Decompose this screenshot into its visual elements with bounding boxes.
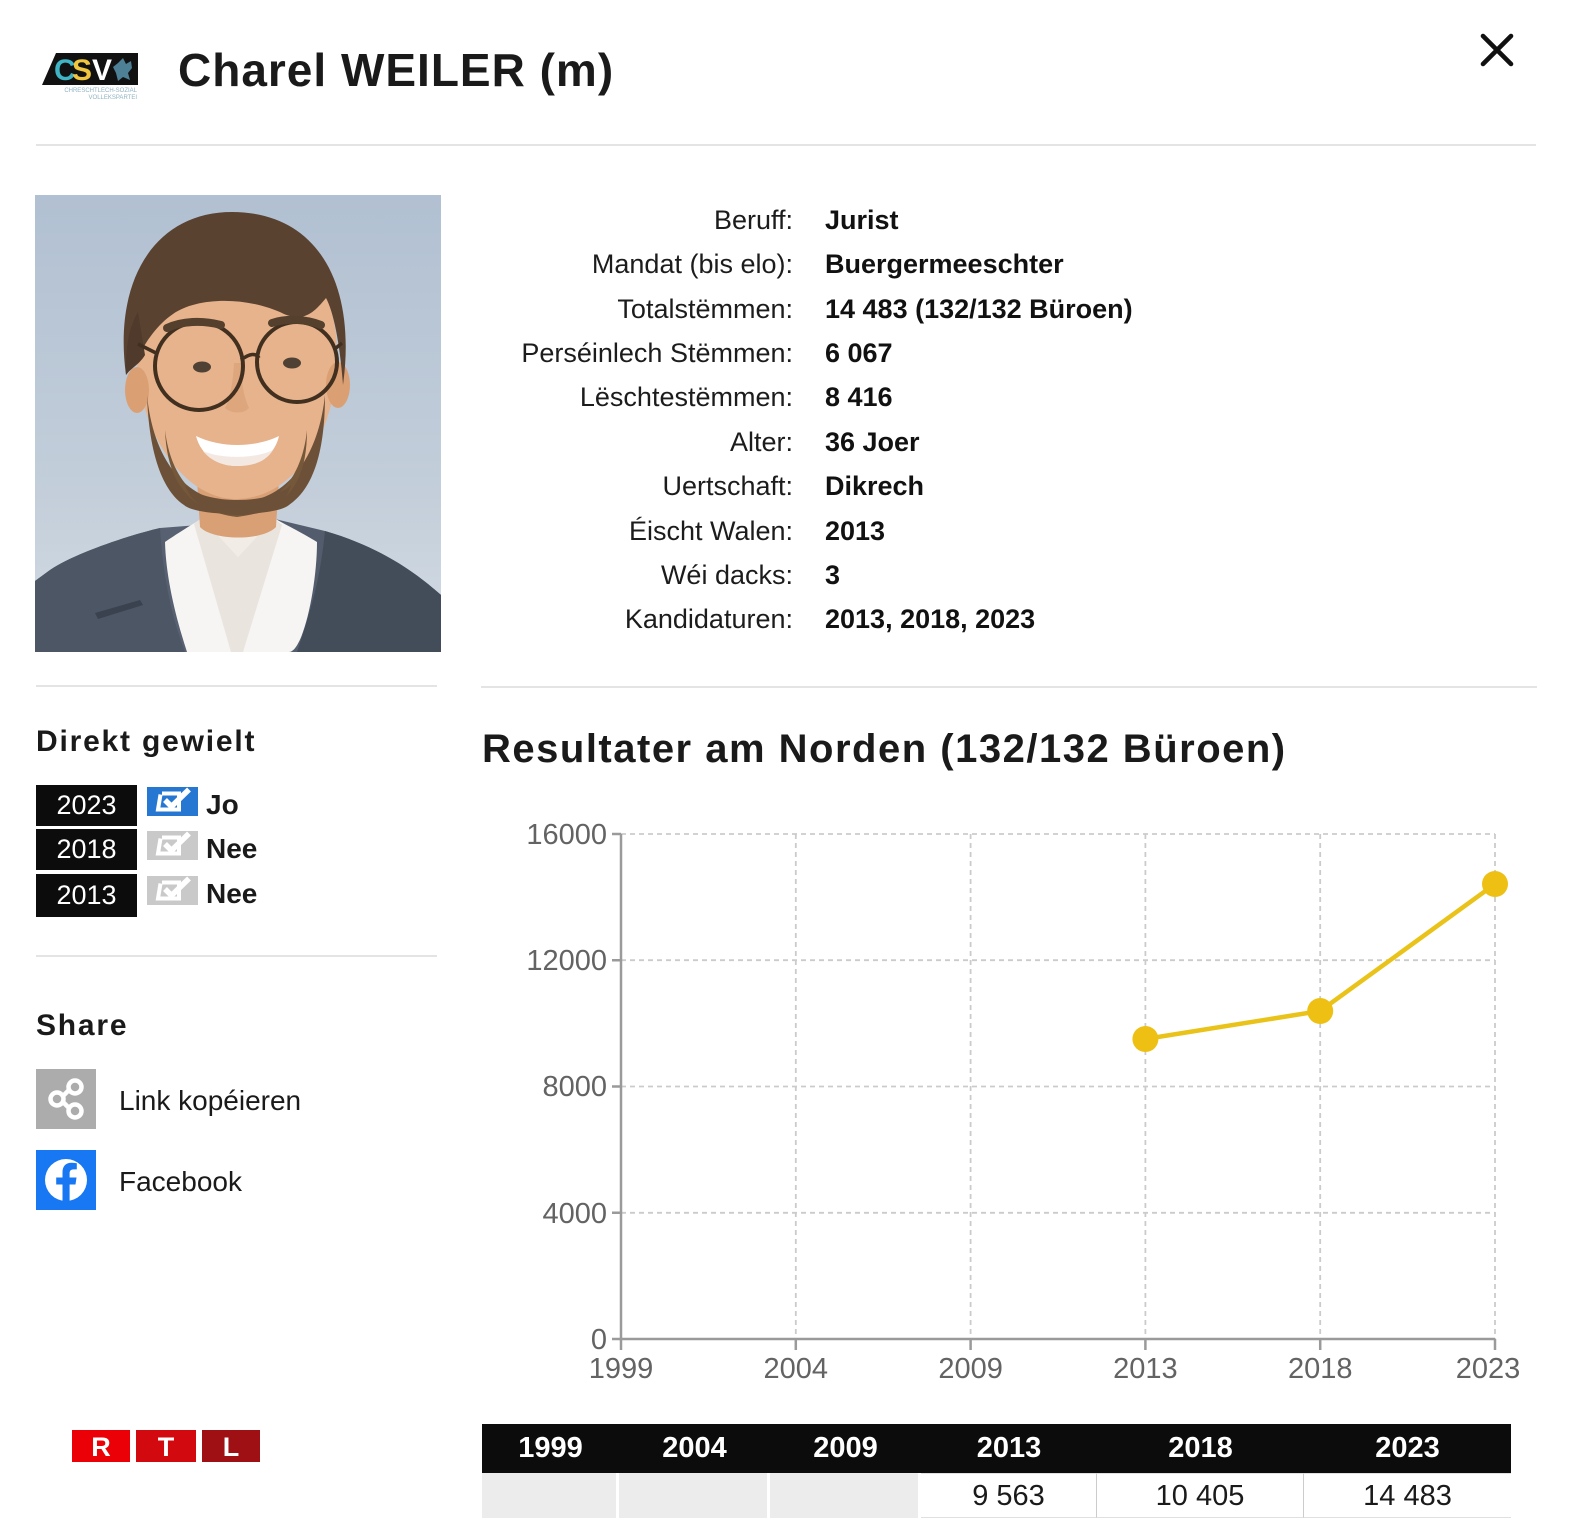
svg-text:T: T <box>158 1432 175 1462</box>
svg-text:1999: 1999 <box>589 1353 654 1385</box>
svg-text:VOLLEKSPARTEI: VOLLEKSPARTEI <box>89 95 138 99</box>
svg-text:2004: 2004 <box>764 1353 829 1385</box>
svg-text:2013: 2013 <box>1113 1353 1178 1385</box>
svg-text:2023: 2023 <box>1456 1353 1521 1385</box>
svg-text:S: S <box>72 54 92 87</box>
svg-text:CHRESCHTLECH-SOZIAL: CHRESCHTLECH-SOZIAL <box>64 88 137 94</box>
svg-text:8000: 8000 <box>542 1071 607 1103</box>
svg-text:C: C <box>54 54 76 87</box>
svg-text:V: V <box>92 54 112 87</box>
svg-text:2009: 2009 <box>938 1353 1003 1385</box>
svg-text:12000: 12000 <box>526 945 607 977</box>
svg-text:4000: 4000 <box>542 1198 607 1230</box>
svg-text:0: 0 <box>591 1324 607 1356</box>
svg-text:16000: 16000 <box>526 819 607 851</box>
svg-text:L: L <box>223 1432 240 1462</box>
svg-text:2018: 2018 <box>1288 1353 1353 1385</box>
svg-text:R: R <box>91 1432 111 1462</box>
